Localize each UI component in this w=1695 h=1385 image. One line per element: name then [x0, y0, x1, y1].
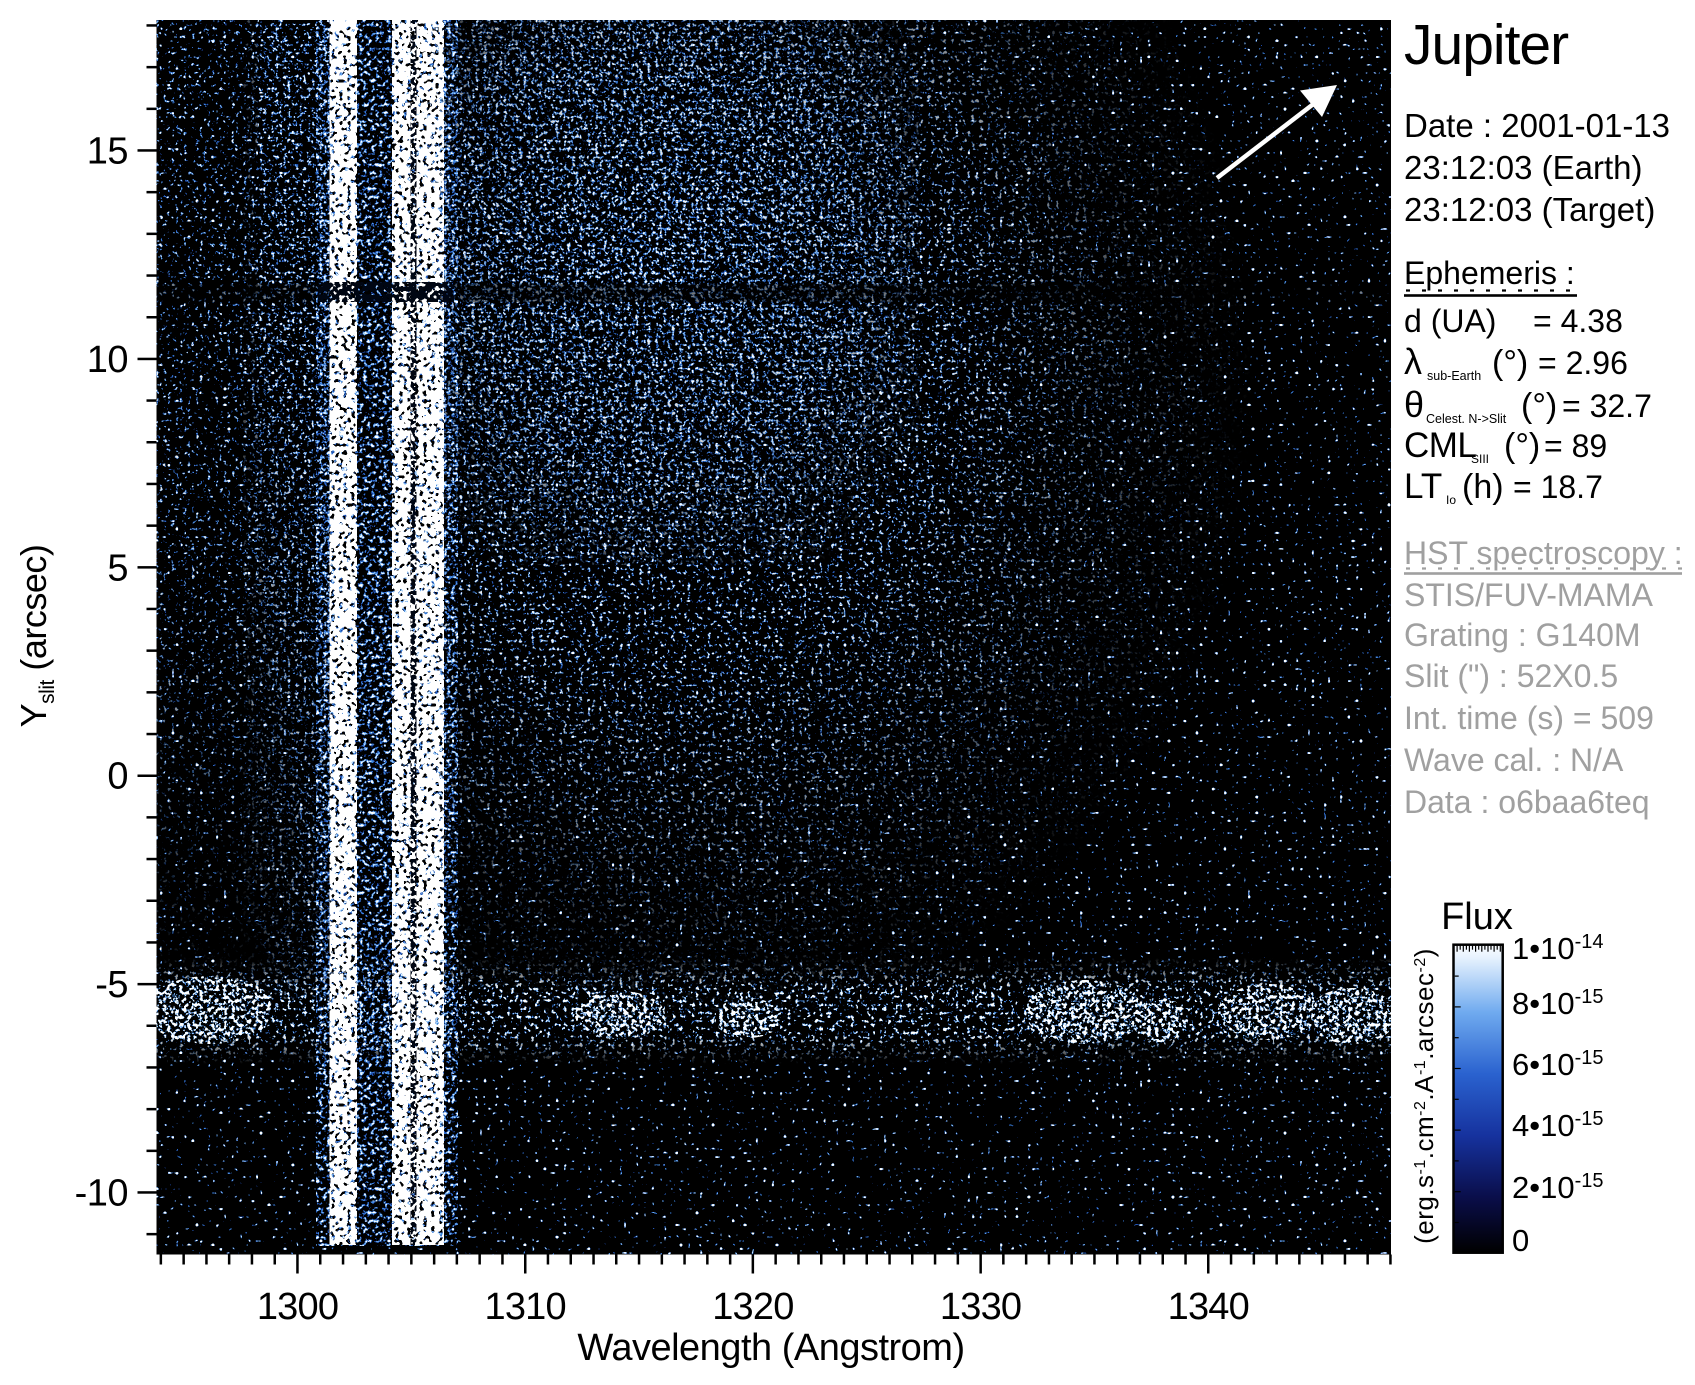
svg-text:Grating : G140M: Grating : G140M: [1404, 617, 1641, 653]
svg-text:d (UA)= 4.38: d (UA) = 4.38: [1404, 303, 1623, 339]
svg-text:STIS/FUV-MAMA: STIS/FUV-MAMA: [1404, 577, 1654, 613]
svg-text:Wavelength (Angstrom): Wavelength (Angstrom): [577, 1327, 964, 1369]
svg-text:-5: -5: [95, 964, 128, 1006]
svg-text:Jupiter: Jupiter: [1404, 13, 1569, 77]
svg-text:10: 10: [87, 339, 128, 381]
svg-text:Slit (") : 52X0.5: Slit (") : 52X0.5: [1404, 658, 1618, 694]
svg-text:Wave cal. : N/A: Wave cal. : N/A: [1404, 742, 1624, 778]
svg-text:Int. time (s) = 509: Int. time (s) = 509: [1404, 700, 1654, 736]
svg-text:1330: 1330: [940, 1286, 1021, 1328]
svg-text:Ephemeris :: Ephemeris :: [1404, 255, 1575, 291]
svg-text:15: 15: [87, 131, 128, 173]
svg-text:Date : 2001-01-13: Date : 2001-01-13: [1404, 107, 1670, 144]
svg-text:Flux: Flux: [1441, 896, 1513, 938]
svg-text:0: 0: [1512, 1223, 1529, 1258]
svg-text:23:12:03 (Earth): 23:12:03 (Earth): [1404, 149, 1642, 186]
svg-text:0: 0: [107, 756, 128, 798]
svg-text:(erg.s-1.cm-2.A-1.arcsec-2): (erg.s-1.cm-2.A-1.arcsec-2): [1409, 948, 1439, 1244]
svg-text:1310: 1310: [485, 1286, 566, 1328]
svg-text:1320: 1320: [712, 1286, 793, 1328]
svg-text:HST spectroscopy :: HST spectroscopy :: [1404, 535, 1683, 571]
svg-text:23:12:03 (Target): 23:12:03 (Target): [1404, 191, 1655, 228]
svg-text:5: 5: [107, 547, 128, 589]
svg-text:1300: 1300: [257, 1286, 338, 1328]
svg-text:1340: 1340: [1168, 1286, 1249, 1328]
svg-text:Data : o6baa6teq: Data : o6baa6teq: [1404, 784, 1650, 820]
svg-text:-10: -10: [75, 1173, 128, 1215]
svg-text:CMLSIII(°)= 89: CMLSIII (°) = 89: [1404, 426, 1607, 466]
